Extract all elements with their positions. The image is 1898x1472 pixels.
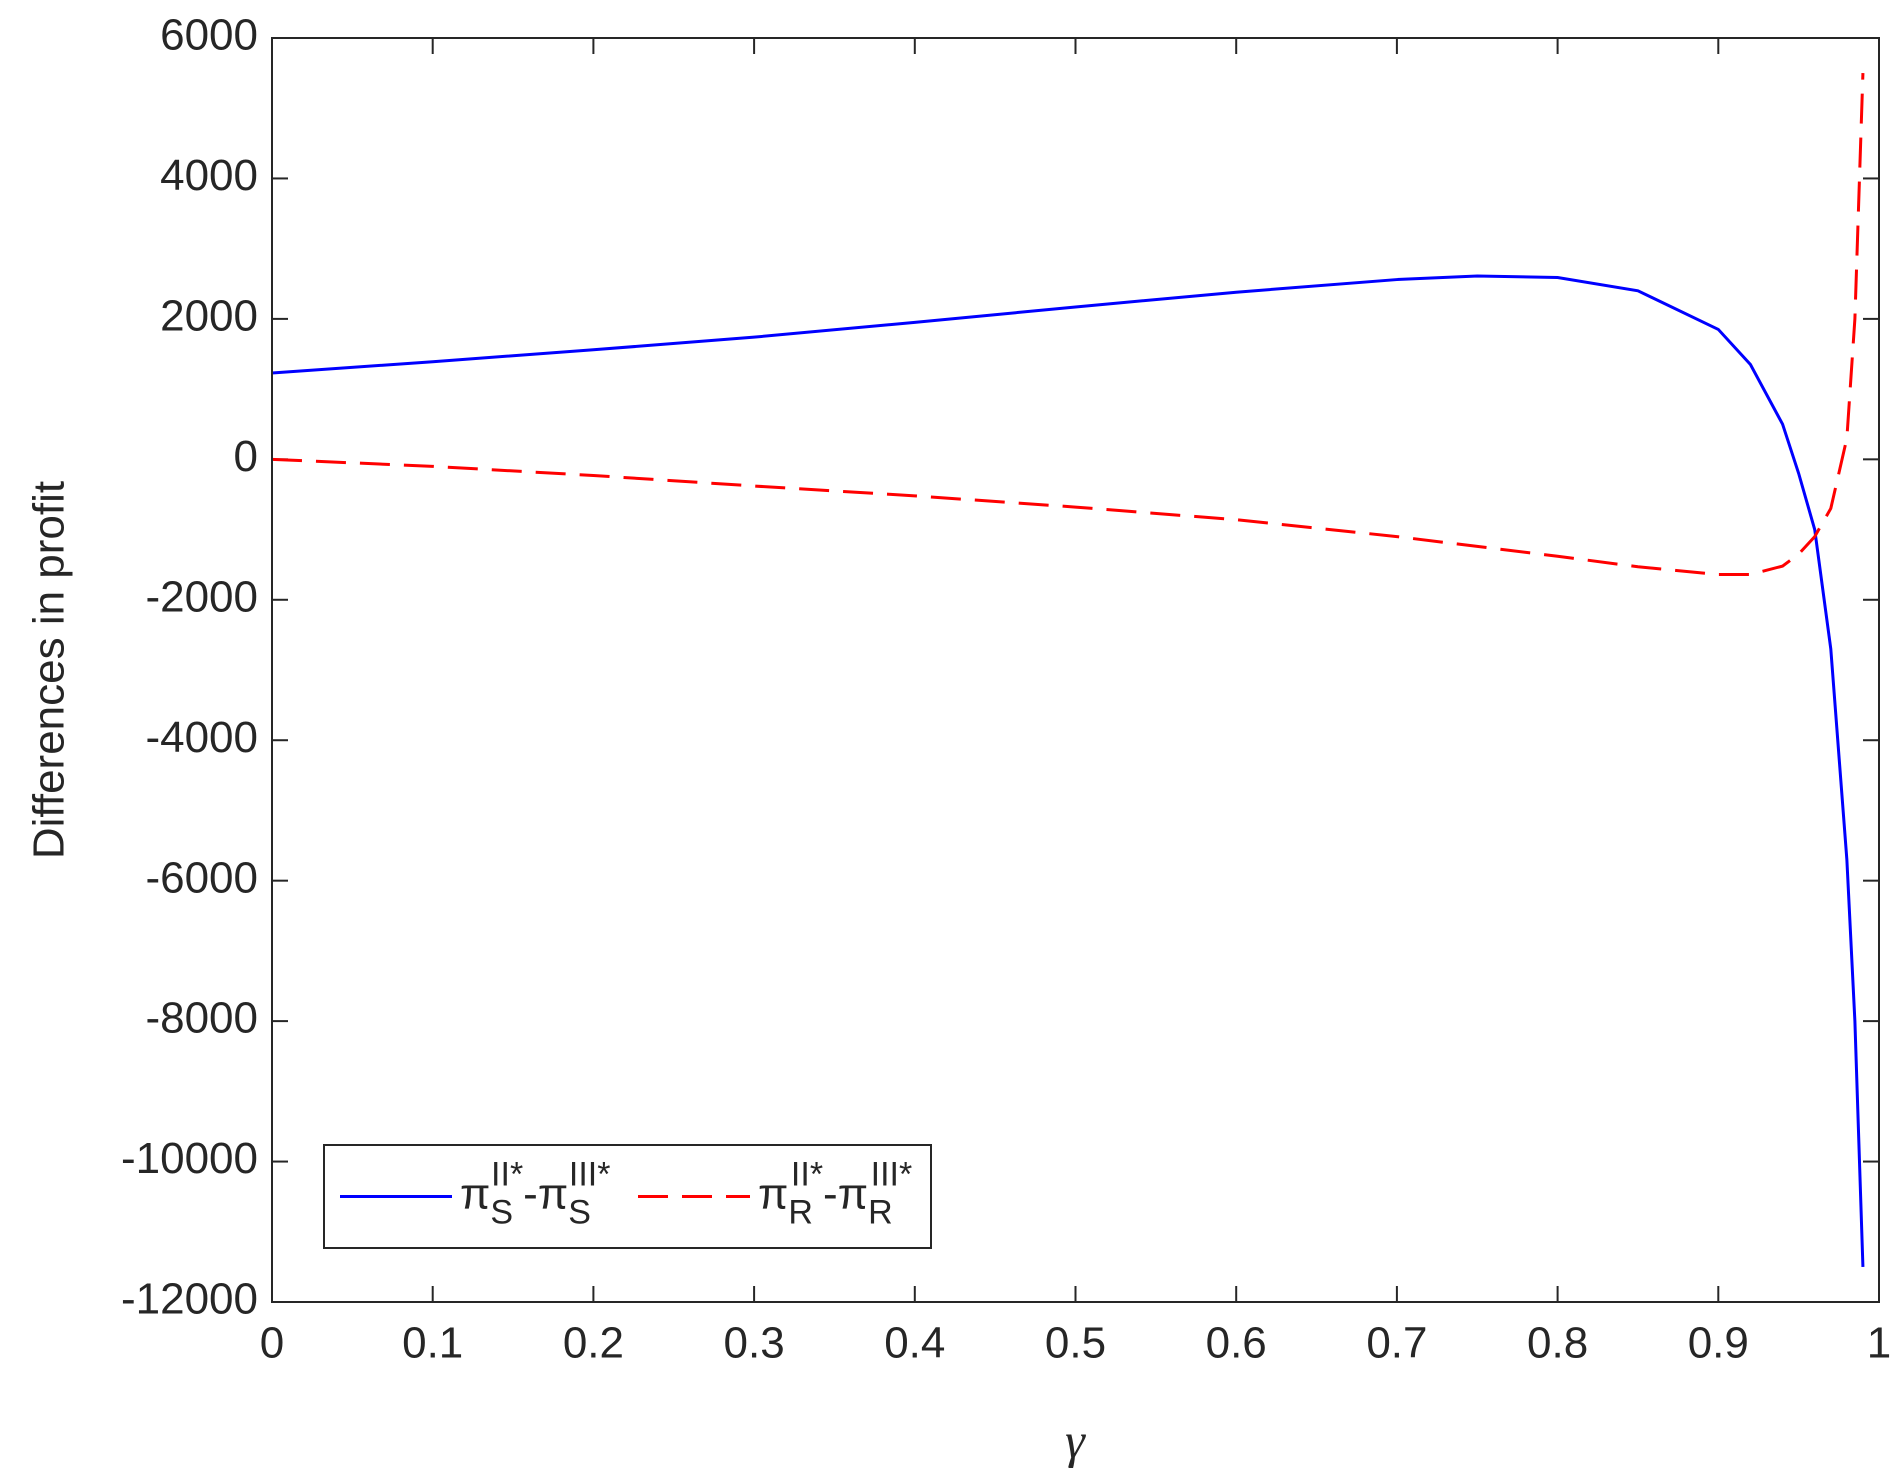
legend-label: πRII*​-πRIII*​ (758, 1155, 912, 1231)
x-tick-label: 0.2 (563, 1319, 624, 1368)
y-tick-label: -2000 (145, 572, 258, 621)
y-tick-label: -4000 (145, 713, 258, 762)
x-tick-label: 0.1 (402, 1319, 463, 1368)
x-tick-label: 0.6 (1206, 1319, 1267, 1368)
series-line (271, 73, 1865, 576)
x-tick-label: 0.7 (1366, 1319, 1427, 1368)
x-tick-label: 0.9 (1688, 1319, 1749, 1368)
x-tick-label: 0.5 (1045, 1319, 1106, 1368)
x-axis-label: γ (1065, 1412, 1086, 1468)
y-tick-label: 0 (234, 432, 258, 481)
y-tick-label: -12000 (121, 1275, 258, 1324)
x-tick-label: 1 (1867, 1319, 1891, 1368)
y-tick-label: -6000 (145, 853, 258, 902)
y-tick-label: 4000 (160, 151, 258, 200)
y-tick-label: -10000 (121, 1134, 258, 1183)
x-tick-label: 0.4 (884, 1319, 945, 1368)
x-tick-label: 0.8 (1527, 1319, 1588, 1368)
x-tick-label: 0.3 (724, 1319, 785, 1368)
y-axis-label: Differences in profit (25, 481, 74, 859)
x-tick-label: 0 (260, 1319, 284, 1368)
series-line (271, 274, 1865, 1267)
legend-label: πSII*​-πSIII*​ (460, 1155, 610, 1231)
y-tick-label: 2000 (160, 292, 258, 341)
axes-box (271, 37, 1880, 1303)
y-tick-label: -8000 (145, 994, 258, 1043)
y-tick-label: 6000 (160, 11, 258, 60)
